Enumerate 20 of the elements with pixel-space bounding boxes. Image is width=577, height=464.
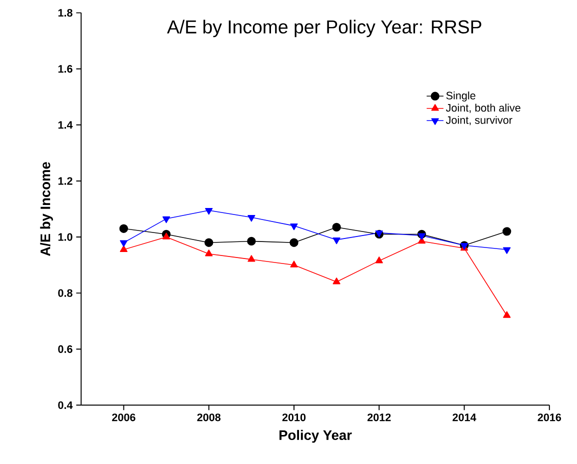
y-tick-label: 1.8 [58, 8, 72, 16]
y-tick-label: 1.0 [58, 233, 72, 241]
legend-label: Single [446, 91, 476, 102]
x-tick-label: 2012 [367, 413, 391, 422]
y-tick-label: 1.2 [58, 177, 72, 185]
x-tick-label: 2014 [452, 413, 476, 422]
y-tick-label: 0.8 [58, 289, 72, 297]
x-tick-label: 2006 [112, 413, 136, 422]
chart-title: A/E by Income per Policy Year: RRSP [167, 20, 482, 38]
x-tick-label: 2008 [197, 413, 221, 422]
x-tick-label: 2016 [538, 413, 562, 422]
y-tick-label: 1.6 [58, 64, 72, 73]
y-tick-label: 0.6 [58, 345, 72, 353]
legend-label: Joint, survivor [446, 116, 512, 126]
y-tick-label: 0.4 [58, 401, 73, 409]
legend-label: Joint, both alive [446, 104, 520, 113]
x-tick-label: 2010 [282, 413, 306, 422]
y-tick-label: 1.4 [58, 121, 73, 128]
x-axis-title: Policy Year [280, 430, 352, 443]
y-axis-title: A/E by Income [40, 162, 53, 256]
